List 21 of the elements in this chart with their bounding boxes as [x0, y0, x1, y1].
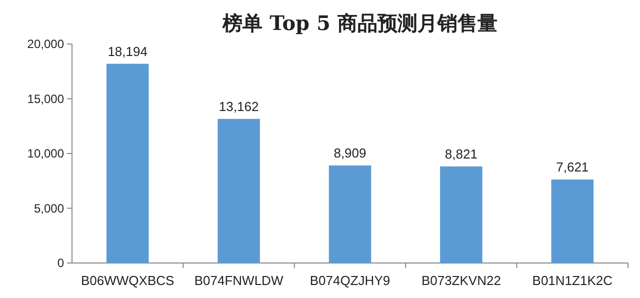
y-tick-label: 15,000 — [27, 92, 64, 106]
bar — [551, 180, 594, 263]
data-label: 13,162 — [218, 98, 259, 114]
chart-title: 榜单 Top 5 商品预测月销售量 — [222, 11, 498, 35]
bar — [106, 64, 149, 263]
x-tick-label: B06WWQXBCS — [81, 273, 175, 288]
y-tick-label: 0 — [57, 256, 64, 270]
bar — [218, 118, 260, 263]
data-label: 8,821 — [444, 146, 478, 162]
x-tick-label: B074FNWLDW — [194, 273, 284, 288]
data-label: 8,909 — [334, 145, 366, 160]
bar — [440, 166, 482, 263]
x-tick-label: B074QZJHY9 — [310, 273, 390, 288]
x-tick-label: B073ZKVN22 — [421, 273, 501, 288]
bar — [328, 165, 372, 263]
y-tick-label: 10,000 — [27, 146, 64, 160]
x-tick-label: B01N1Z1K2C — [532, 273, 613, 288]
y-tick-label: 20,000 — [27, 37, 64, 51]
data-label: 18,194 — [108, 44, 148, 59]
data-label: 7,621 — [556, 160, 589, 175]
y-tick-label: 5,000 — [34, 201, 64, 216]
